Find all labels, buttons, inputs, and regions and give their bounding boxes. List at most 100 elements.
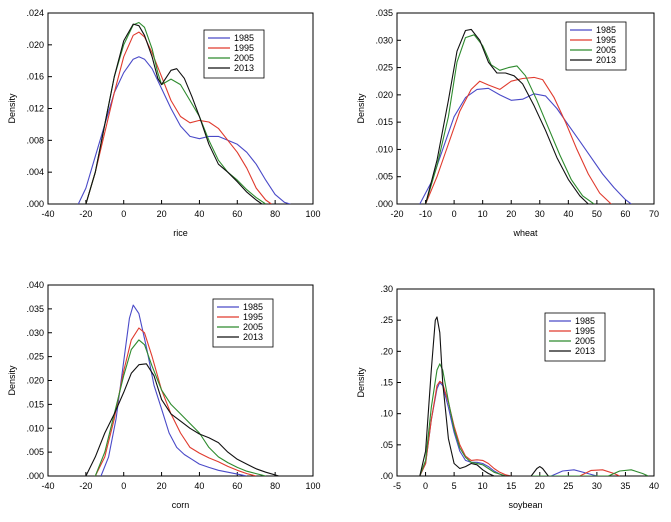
- y-tick-label: .10: [380, 409, 393, 419]
- y-tick-label: .025: [26, 352, 44, 362]
- y-tick-label: .000: [26, 199, 44, 209]
- x-tick-label: 10: [478, 209, 488, 219]
- chart-panel-wheat: .000 .005 .010 .015 .020 .025 .030 .035 -20 -10 0 1…: [356, 8, 659, 238]
- legend-label-2013: 2013: [234, 63, 254, 73]
- x-tick-label: -40: [41, 209, 54, 219]
- y-tick-label: .000: [375, 199, 393, 209]
- y-tick-label: .30: [380, 284, 393, 294]
- y-tick-label: .05: [380, 440, 393, 450]
- x-tick-label: 0: [121, 209, 126, 219]
- x-axis-label: rice: [173, 228, 188, 238]
- x-tick-label: 15: [506, 481, 516, 491]
- series-line-1985: [419, 381, 598, 476]
- legend-label-2005: 2005: [596, 45, 616, 55]
- y-tick-label: .024: [26, 8, 44, 18]
- y-axis-label: Density: [7, 93, 17, 124]
- series-line-2005: [94, 339, 266, 476]
- y-tick-label: .035: [375, 8, 393, 18]
- y-tick-label: .25: [380, 315, 393, 325]
- legend-label-1995: 1995: [575, 326, 595, 336]
- x-tick-label: 70: [649, 209, 659, 219]
- series-line-2013: [85, 23, 263, 204]
- y-tick-label: .016: [26, 72, 44, 82]
- x-axis-label: wheat: [512, 228, 538, 238]
- x-axis-label: soybean: [508, 500, 542, 510]
- series-line-2013: [425, 28, 589, 204]
- y-tick-label: .015: [375, 117, 393, 127]
- series-line-1995: [425, 76, 612, 204]
- y-tick-label: .00: [380, 471, 393, 481]
- x-tick-label: 30: [592, 481, 602, 491]
- y-tick-label: .035: [26, 304, 44, 314]
- y-axis-label: Density: [7, 365, 17, 396]
- x-tick-label: 60: [232, 209, 242, 219]
- y-tick-label: .030: [375, 35, 393, 45]
- chart-panel-soybean: .00 .05 .10 .15 .20 .25 .30 -5 0 5 10 15 20 25 30 35 40 s…: [356, 284, 659, 510]
- x-tick-label: -20: [79, 209, 92, 219]
- x-tick-label: 40: [194, 481, 204, 491]
- chart-panel-corn: .000 .005 .010 .015 .020 .025 .030 .035 .040 -40 -…: [7, 280, 321, 510]
- y-tick-label: .005: [375, 172, 393, 182]
- y-tick-label: .004: [26, 167, 44, 177]
- legend-label-2013: 2013: [596, 55, 616, 65]
- plot-frame: [47, 12, 314, 205]
- x-tick-label: 40: [563, 209, 573, 219]
- x-tick-label: 35: [620, 481, 630, 491]
- series-group: [77, 21, 291, 204]
- y-tick-label: .010: [26, 423, 44, 433]
- y-tick-label: .010: [375, 144, 393, 154]
- y-tick-label: .000: [26, 471, 44, 481]
- y-tick-label: .008: [26, 135, 44, 145]
- legend-label-1985: 1985: [575, 316, 595, 326]
- x-tick-label: 60: [620, 209, 630, 219]
- chart-panel-rice: .000 .004 .008 .012 .016 .020 .024 -40 -20 0 20 40 6…: [7, 8, 321, 238]
- legend-label-2005: 2005: [234, 53, 254, 63]
- x-tick-label: 50: [592, 209, 602, 219]
- x-tick-label: 0: [121, 481, 126, 491]
- x-tick-label: -20: [79, 481, 92, 491]
- x-tick-label: 40: [649, 481, 659, 491]
- x-tick-label: 20: [157, 209, 167, 219]
- x-tick-label: 20: [157, 481, 167, 491]
- y-tick-label: .020: [26, 376, 44, 386]
- legend-label-1985: 1985: [243, 302, 263, 312]
- legend-label-1995: 1995: [234, 43, 254, 53]
- x-tick-label: 30: [535, 209, 545, 219]
- x-axis-label: corn: [172, 500, 190, 510]
- y-tick-label: .15: [380, 378, 393, 388]
- x-tick-label: 100: [305, 209, 320, 219]
- x-tick-label: 0: [423, 481, 428, 491]
- series-line-2005: [425, 34, 595, 204]
- x-tick-label: 5: [452, 481, 457, 491]
- x-tick-label: 25: [563, 481, 573, 491]
- x-tick-label: -40: [41, 481, 54, 491]
- series-group: [419, 316, 649, 476]
- legend-label-2013: 2013: [243, 332, 263, 342]
- y-tick-label: .005: [26, 447, 44, 457]
- series-line-1995: [85, 31, 272, 204]
- series-line-2013: [419, 316, 549, 476]
- x-tick-label: 0: [452, 209, 457, 219]
- series-group: [85, 304, 280, 476]
- legend-label-1985: 1985: [234, 33, 254, 43]
- legend-label-1995: 1995: [596, 35, 616, 45]
- series-line-1985: [419, 87, 632, 204]
- y-tick-label: .020: [26, 40, 44, 50]
- x-tick-label: 60: [232, 481, 242, 491]
- series-line-1985: [100, 304, 247, 476]
- y-tick-label: .20: [380, 346, 393, 356]
- legend-label-1995: 1995: [243, 312, 263, 322]
- series-line-2005: [419, 363, 649, 476]
- y-tick-label: .015: [26, 399, 44, 409]
- legend-box: [203, 29, 265, 79]
- legend-label-2005: 2005: [243, 322, 263, 332]
- y-tick-label: .025: [375, 63, 393, 73]
- legend-label-1985: 1985: [596, 25, 616, 35]
- x-tick-label: 20: [535, 481, 545, 491]
- y-tick-label: .012: [26, 104, 44, 114]
- x-tick-label: -20: [390, 209, 403, 219]
- x-tick-label: 10: [478, 481, 488, 491]
- series-group: [419, 28, 632, 204]
